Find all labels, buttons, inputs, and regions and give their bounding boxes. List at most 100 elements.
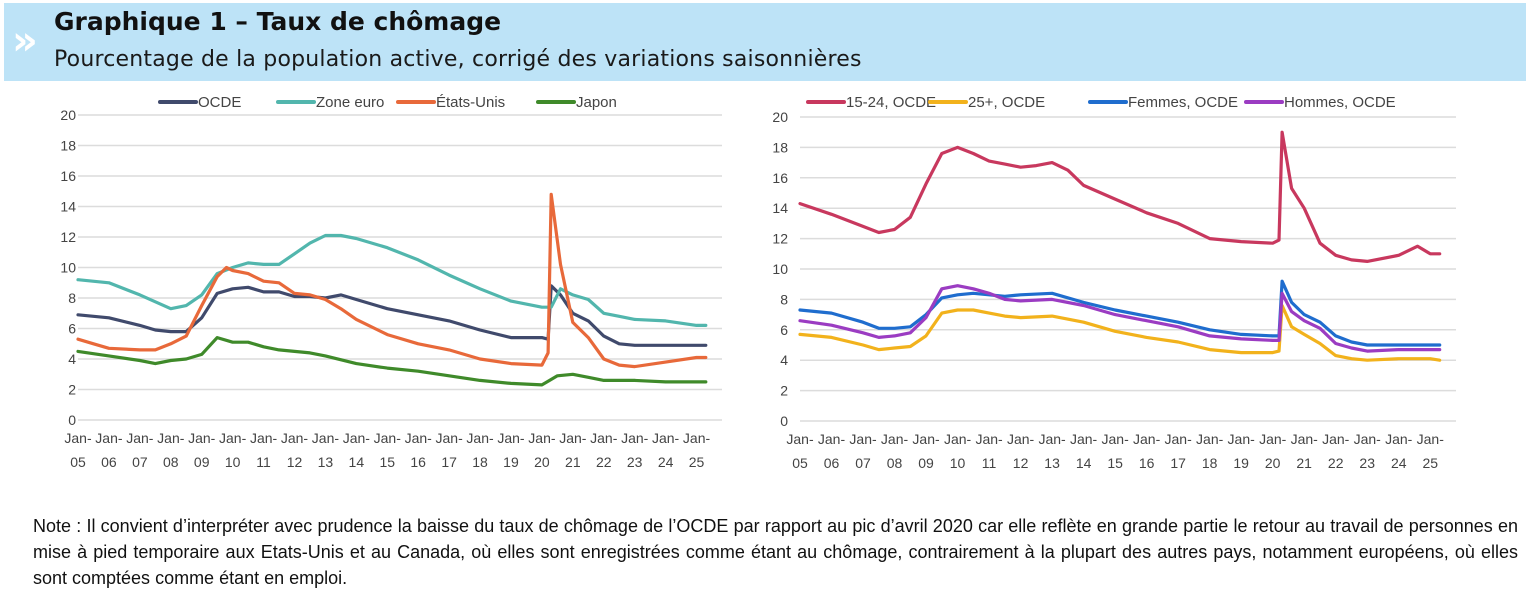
x-tick-label: 24 xyxy=(658,454,674,470)
x-tick-label: 25 xyxy=(689,454,705,470)
x-tick-label: 09 xyxy=(194,454,210,470)
x-tick-label: 18 xyxy=(1202,455,1218,471)
x-tick-label-top: Jan- xyxy=(944,431,972,447)
y-tick-label: 12 xyxy=(772,231,788,247)
y-tick-label: 10 xyxy=(60,260,76,276)
x-tick-label-top: Jan- xyxy=(590,430,618,446)
x-tick-label-top: Jan- xyxy=(1038,431,1066,447)
series-line-femmes-ocde xyxy=(798,279,1442,347)
y-tick-label: 20 xyxy=(60,107,76,123)
y-tick-label: 2 xyxy=(68,382,76,398)
legend-label: Zone euro xyxy=(316,94,384,111)
x-tick-label-top: Jan- xyxy=(188,430,216,446)
x-tick-label: 17 xyxy=(441,454,457,470)
x-tick-label: 18 xyxy=(472,454,488,470)
double-chevron-right-icon: » xyxy=(12,18,38,64)
x-tick-label-top: Jan- xyxy=(912,431,940,447)
x-tick-label-top: Jan- xyxy=(1322,431,1350,447)
x-tick-label: 25 xyxy=(1422,455,1438,471)
x-tick-label: 19 xyxy=(1233,455,1249,471)
x-tick-label-top: Jan- xyxy=(1007,431,1035,447)
series-line--tats-unis xyxy=(76,192,708,369)
x-tick-label: 22 xyxy=(1328,455,1344,471)
x-tick-label-top: Jan- xyxy=(786,431,814,447)
x-tick-label-top: Jan- xyxy=(849,431,877,447)
x-tick-label: 21 xyxy=(1296,455,1312,471)
x-tick-label: 20 xyxy=(1265,455,1281,471)
legend-label: Japon xyxy=(576,94,617,111)
x-tick-label: 15 xyxy=(379,454,395,470)
x-tick-label-top: Jan- xyxy=(64,430,92,446)
x-tick-label-top: Jan- xyxy=(126,430,154,446)
x-tick-label: 07 xyxy=(132,454,148,470)
x-tick-label: 21 xyxy=(565,454,581,470)
x-tick-label: 08 xyxy=(163,454,179,470)
x-tick-label: 16 xyxy=(410,454,426,470)
series-line-japon xyxy=(76,336,708,387)
x-tick-label: 17 xyxy=(1170,455,1186,471)
x-tick-label-top: Jan- xyxy=(1102,431,1130,447)
x-tick-label: 06 xyxy=(101,454,117,470)
x-tick-label-top: Jan- xyxy=(312,430,340,446)
legend-label: OCDE xyxy=(198,94,241,111)
chart-header: » Graphique 1 – Taux de chômage Pourcent… xyxy=(4,3,1526,81)
x-tick-label-top: Jan- xyxy=(1196,431,1224,447)
y-tick-label: 4 xyxy=(780,352,788,368)
x-tick-label-top: Jan- xyxy=(1291,431,1319,447)
y-tick-label: 12 xyxy=(60,229,76,245)
y-tick-label: 14 xyxy=(772,200,788,216)
x-tick-label: 23 xyxy=(627,454,643,470)
x-tick-label: 23 xyxy=(1359,455,1375,471)
x-tick-label-top: Jan- xyxy=(1354,431,1382,447)
x-tick-label: 09 xyxy=(918,455,934,471)
y-tick-label: 18 xyxy=(60,138,76,154)
figure-subtitle: Pourcentage de la population active, cor… xyxy=(54,47,862,72)
x-tick-label: 19 xyxy=(503,454,519,470)
x-tick-label-top: Jan- xyxy=(405,430,433,446)
footnote: Note : Il convient d’interpréter avec pr… xyxy=(33,516,1518,588)
x-tick-label-top: Jan- xyxy=(1165,431,1193,447)
y-tick-label: 6 xyxy=(68,321,76,337)
x-tick-label: 14 xyxy=(1076,455,1092,471)
series-line-ocde xyxy=(76,284,708,347)
y-tick-label: 10 xyxy=(772,261,788,277)
x-tick-label: 07 xyxy=(855,455,871,471)
x-tick-label-top: Jan- xyxy=(528,430,556,446)
y-tick-label: 0 xyxy=(68,412,76,428)
x-tick-label-top: Jan- xyxy=(1259,431,1287,447)
y-tick-label: 0 xyxy=(780,413,788,429)
x-tick-label-top: Jan- xyxy=(374,430,402,446)
x-tick-label-top: Jan- xyxy=(219,430,247,446)
x-tick-label-top: Jan- xyxy=(1417,431,1445,447)
series-line-hommes-ocde xyxy=(798,284,1442,353)
chart-demographics: 02468101214161820Jan-05Jan-06Jan-07Jan-0… xyxy=(772,94,1456,471)
x-tick-label-top: Jan- xyxy=(1228,431,1256,447)
x-tick-label-top: Jan- xyxy=(683,430,711,446)
x-tick-label-top: Jan- xyxy=(497,430,525,446)
x-tick-label-top: Jan- xyxy=(157,430,185,446)
y-tick-label: 8 xyxy=(780,291,788,307)
legend-label: Hommes, OCDE xyxy=(1284,94,1396,111)
y-tick-label: 8 xyxy=(68,290,76,306)
x-tick-label: 14 xyxy=(349,454,365,470)
y-tick-label: 16 xyxy=(60,168,76,184)
x-tick-label: 13 xyxy=(1044,455,1060,471)
x-tick-label-top: Jan- xyxy=(281,430,309,446)
x-tick-label: 15 xyxy=(1107,455,1123,471)
x-tick-label: 06 xyxy=(824,455,840,471)
x-tick-label-top: Jan- xyxy=(975,431,1003,447)
x-tick-label: 11 xyxy=(256,454,271,470)
y-tick-label: 4 xyxy=(68,351,76,367)
legend-label: Femmes, OCDE xyxy=(1128,94,1238,111)
figure-title: Graphique 1 – Taux de chômage xyxy=(54,7,502,36)
x-tick-label: 16 xyxy=(1139,455,1155,471)
chart-countries: 02468101214161820Jan-05Jan-06Jan-07Jan-0… xyxy=(60,94,722,470)
series-line-25-ocde xyxy=(798,303,1442,362)
legend-label: 25+, OCDE xyxy=(968,94,1045,111)
x-tick-label: 10 xyxy=(225,454,241,470)
series-line-15-24-ocde xyxy=(798,130,1442,263)
x-tick-label-top: Jan- xyxy=(250,430,278,446)
y-tick-label: 20 xyxy=(772,109,788,125)
y-tick-label: 18 xyxy=(772,139,788,155)
x-tick-label-top: Jan- xyxy=(818,431,846,447)
